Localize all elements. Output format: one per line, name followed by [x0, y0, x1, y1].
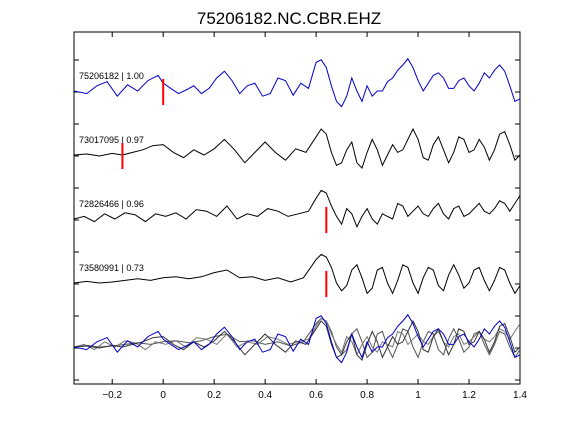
x-tick-label: 1.4: [513, 390, 527, 401]
trace-line-1: [73, 57, 521, 108]
traces-group: [73, 57, 521, 295]
overlay-group: [73, 313, 521, 364]
axes-frame: [73, 31, 521, 385]
trace-label: 75206182 | 1.00: [79, 71, 144, 81]
chart-title: 75206182.NC.CBR.EHZ: [197, 9, 381, 28]
trace-line-2: [73, 127, 521, 169]
y-axis-ticks: [74, 59, 520, 381]
x-tick-label: 0.4: [258, 390, 272, 401]
trace-labels: 75206182 | 1.00 73017095 | 0.97 72826466 |…: [79, 71, 144, 273]
x-axis-ticks: −0.2 0 0.2 0.4 0.6 0.8 1 1.2 1.4: [102, 32, 527, 401]
x-tick-label: 0: [160, 390, 166, 401]
trace-line-3: [73, 189, 521, 229]
pick-markers: [121, 79, 328, 297]
x-tick-label: 0.8: [360, 390, 374, 401]
plot-area: −0.2 0 0.2 0.4 0.6 0.8 1 1.2 1.4 75206182 | 1.00…: [73, 31, 527, 401]
overlay-line-4: [73, 317, 521, 359]
overlay-line-2: [73, 319, 521, 361]
trace-label: 73017095 | 0.97: [79, 135, 144, 145]
x-tick-label: 1.2: [462, 390, 476, 401]
x-tick-label: −0.2: [102, 390, 122, 401]
overlay-line-1: [73, 313, 521, 364]
overlay-line-3: [73, 317, 521, 357]
x-tick-label: 1: [415, 390, 421, 401]
x-tick-label: 0.6: [309, 390, 323, 401]
trace-label: 72826466 | 0.96: [79, 199, 144, 209]
trace-label: 73580991 | 0.73: [79, 263, 144, 273]
trace-line-4: [73, 253, 521, 295]
x-tick-label: 0.2: [207, 390, 221, 401]
